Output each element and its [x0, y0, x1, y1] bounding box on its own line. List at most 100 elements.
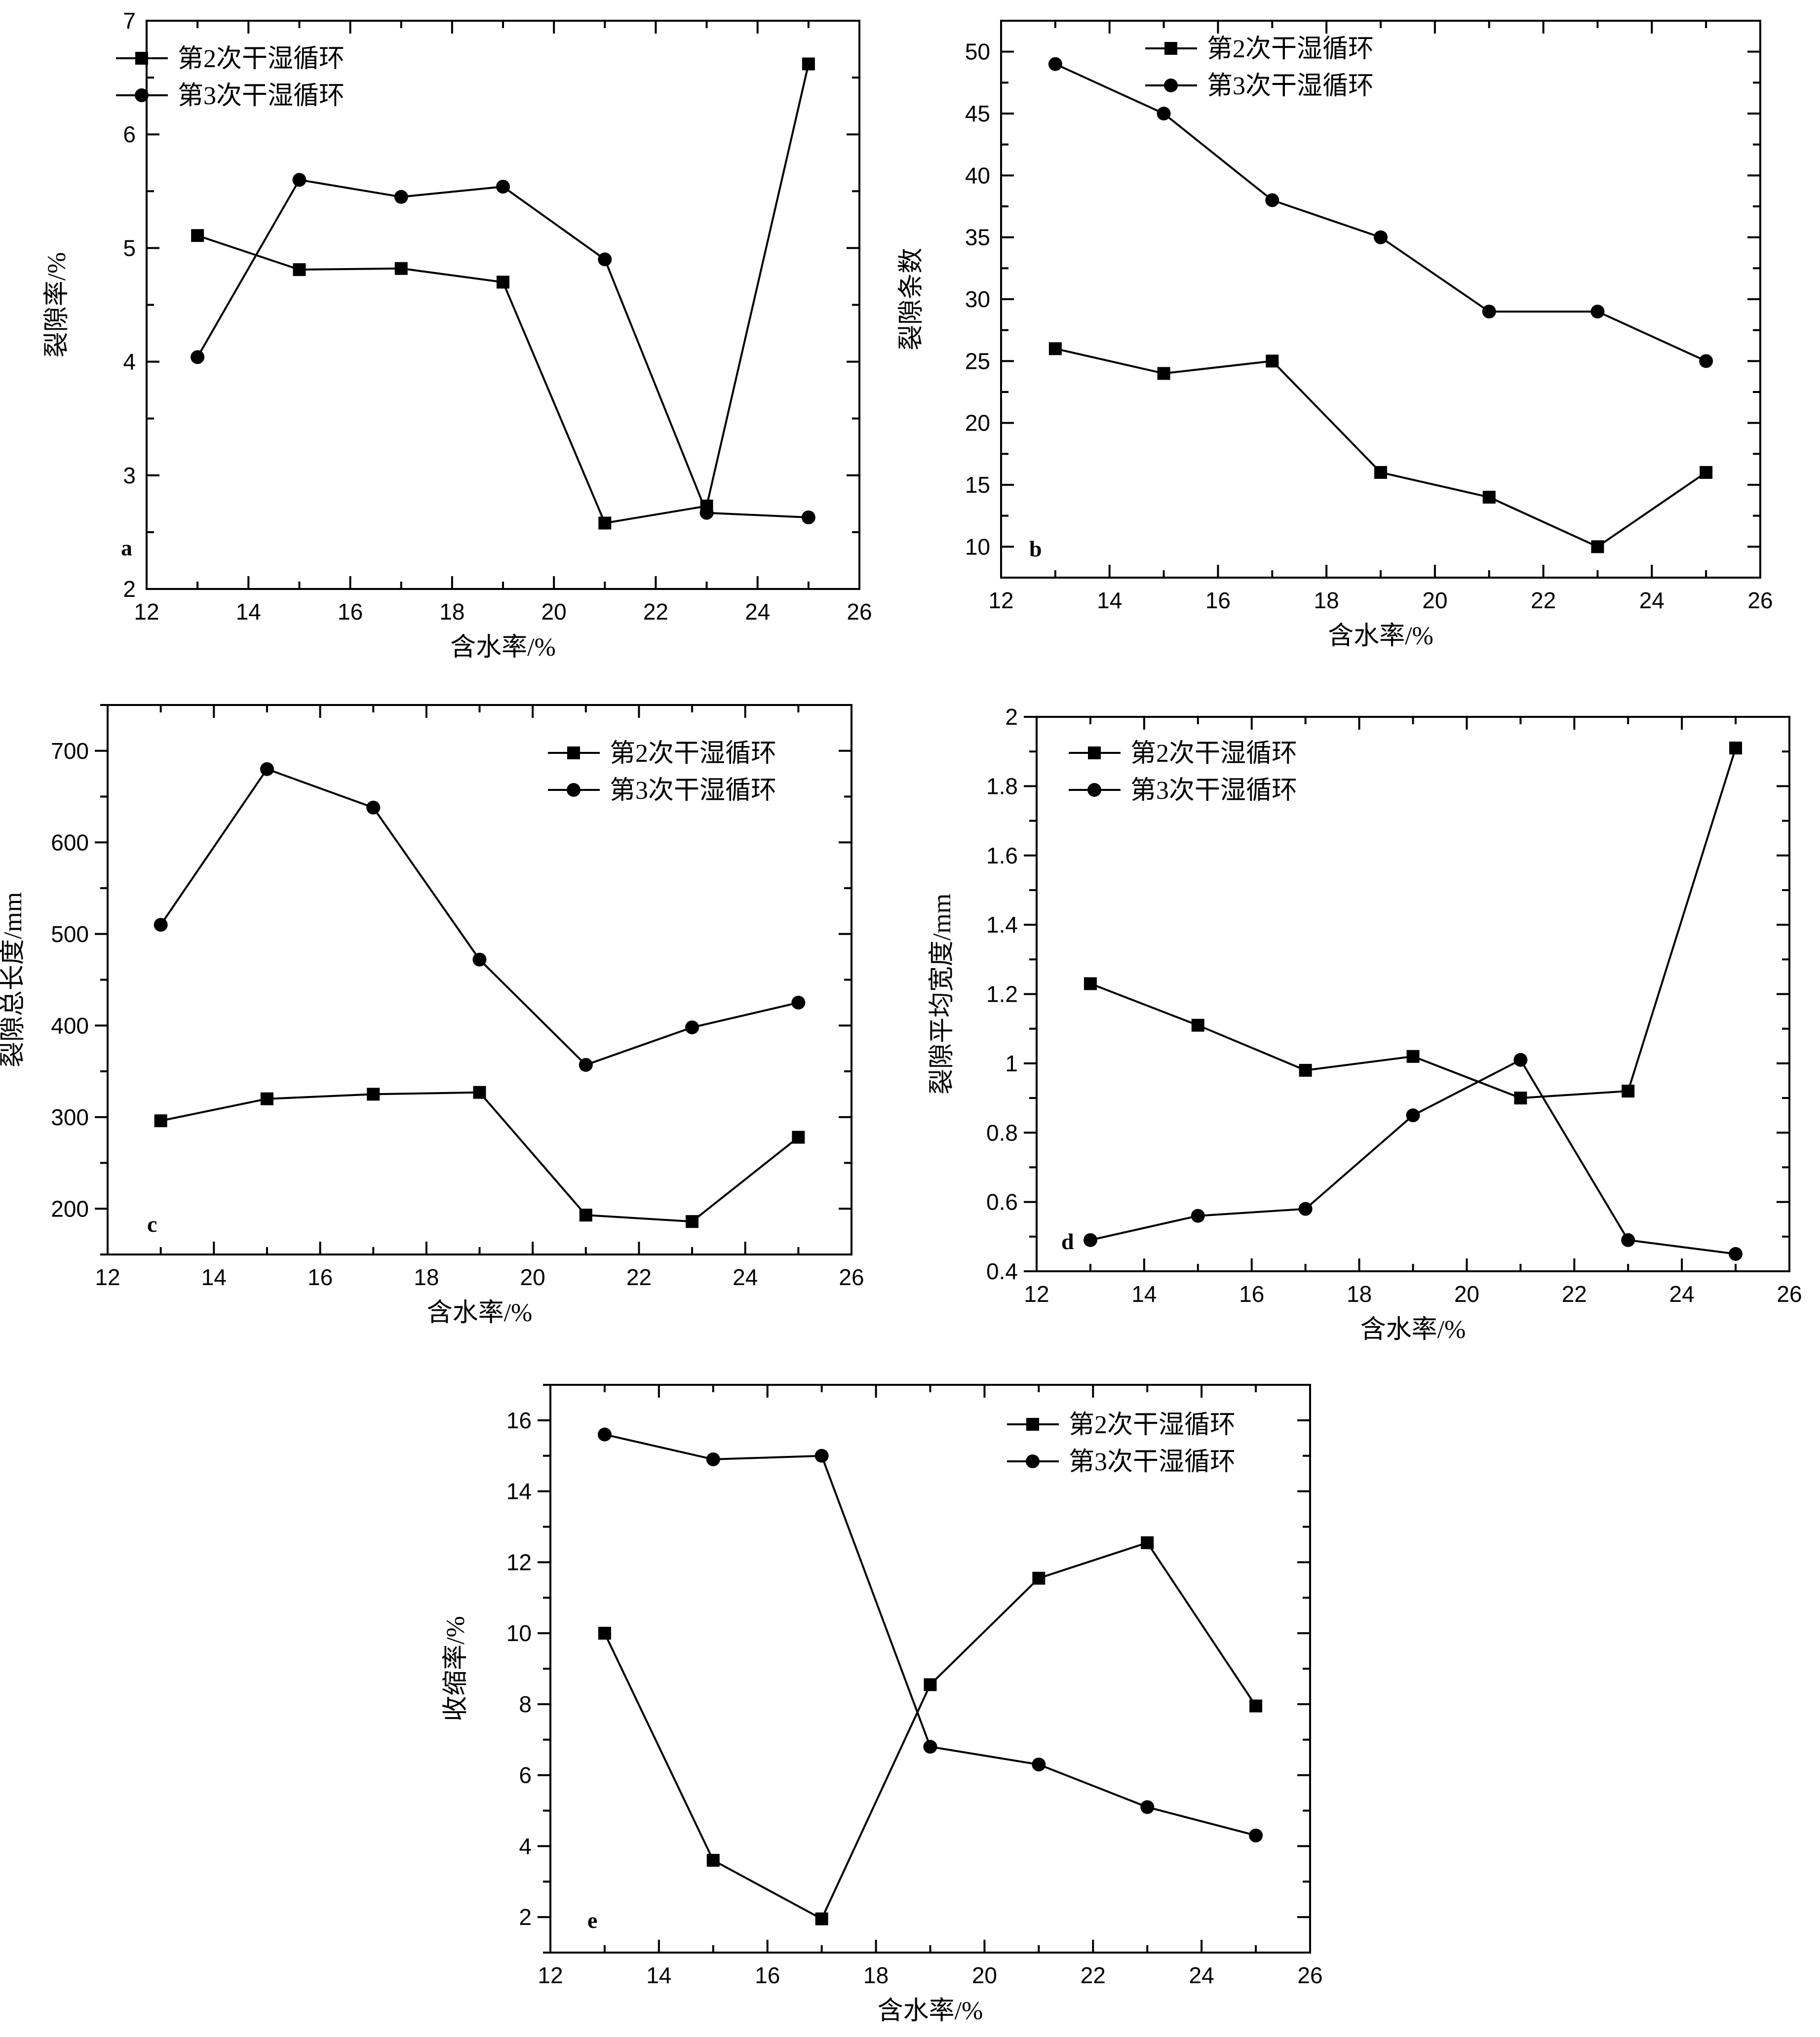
series-line-2	[1090, 1058, 1736, 1255]
data-point-circle	[1621, 1233, 1635, 1247]
y-tick-label: 4	[123, 349, 136, 375]
data-point-square	[497, 275, 509, 289]
x-tick-label: 22	[643, 599, 668, 625]
data-point-square	[1406, 1050, 1420, 1063]
y-tick-label: 400	[51, 1013, 89, 1038]
data-point-square	[1048, 342, 1062, 355]
y-tick-label: 500	[51, 921, 89, 947]
x-tick-label: 22	[626, 1264, 652, 1290]
x-tick-label: 20	[1422, 588, 1447, 613]
data-point-square	[1591, 540, 1604, 553]
data-point-circle	[1729, 1247, 1743, 1261]
data-point-circle	[598, 252, 612, 267]
x-tick-label: 14	[646, 1962, 671, 1988]
legend-label: 第2次干湿循环	[1069, 1411, 1236, 1439]
y-tick-label: 1.8	[986, 773, 1018, 799]
y-tick-label: 300	[51, 1104, 89, 1130]
x-tick-label: 16	[755, 1962, 780, 1988]
legend-label: 第3次干湿循环	[1130, 777, 1297, 805]
x-tick-label: 24	[745, 599, 770, 625]
data-point-circle	[699, 506, 714, 520]
x-tick-label: 16	[1239, 1281, 1264, 1307]
legend-label: 第3次干湿循环	[178, 82, 345, 110]
x-tick-label: 16	[308, 1264, 333, 1290]
data-point-circle	[1699, 354, 1713, 368]
data-point-circle	[791, 995, 806, 1010]
data-point-square	[1299, 1063, 1312, 1077]
x-tick-label: 26	[1297, 1962, 1322, 1988]
data-point-circle	[496, 180, 510, 194]
series-line-1	[160, 1091, 799, 1223]
data-point-square	[815, 1912, 828, 1925]
legend-label: 第2次干湿循环	[178, 45, 345, 73]
data-point-square	[1249, 1699, 1263, 1713]
chart-panel-b: 12 14 16 18 20 22 24 26 10 15 20 25 30 35 40 45 50 含水率/% 裂…	[897, 20, 1773, 650]
data-point-square	[191, 229, 204, 242]
x-tick-label: 26	[839, 1264, 864, 1290]
y-tick-label: 5	[123, 235, 136, 261]
data-point-square	[293, 263, 306, 276]
legend-marker-square	[135, 52, 148, 65]
data-point-square	[706, 1854, 720, 1867]
data-point-square	[154, 1114, 167, 1128]
y-tick-label: 15	[965, 472, 990, 498]
x-tick-label: 20	[542, 599, 567, 625]
data-point-circle	[1374, 230, 1388, 244]
data-point-circle	[366, 800, 381, 815]
x-tick-label: 26	[847, 599, 872, 625]
x-tick-label: 18	[1314, 588, 1339, 613]
data-point-circle	[685, 1020, 699, 1034]
legend-label: 第2次干湿循环	[610, 740, 776, 768]
data-point-circle	[1482, 305, 1496, 319]
y-tick-label: 6	[519, 1763, 532, 1788]
data-point-square	[686, 1215, 699, 1228]
data-point-circle	[1048, 57, 1062, 71]
x-tick-label: 22	[1081, 1962, 1106, 1988]
x-tick-label: 12	[1024, 1281, 1049, 1307]
data-point-square	[598, 1627, 611, 1640]
data-point-circle	[154, 918, 168, 932]
data-point-square	[1191, 1018, 1204, 1032]
y-tick-label: 35	[965, 225, 990, 250]
x-axis-title: 含水率/%	[1360, 1316, 1466, 1344]
x-tick-label: 16	[1205, 588, 1231, 613]
data-point-square	[1141, 1536, 1154, 1549]
data-point-square	[579, 1209, 592, 1222]
x-tick-label: 20	[972, 1962, 997, 1988]
data-point-circle	[1406, 1108, 1420, 1123]
chart-panel-c: 12 14 16 18 20 22 24 26 200 300 400 500 600 700 含水率/% 裂…	[0, 704, 864, 1327]
data-point-circle	[597, 1427, 612, 1442]
legend-marker-circle	[135, 88, 149, 102]
y-tick-label: 2	[519, 1904, 532, 1930]
data-point-square	[1622, 1085, 1635, 1098]
data-point-circle	[1513, 1053, 1528, 1067]
x-tick-label: 24	[1669, 1281, 1695, 1307]
data-point-circle	[1590, 305, 1605, 319]
y-tick-label: 30	[965, 286, 990, 312]
data-point-circle	[191, 350, 205, 364]
y-tick-label: 45	[965, 101, 990, 126]
data-point-circle	[1083, 1233, 1097, 1247]
x-tick-label: 14	[1131, 1281, 1157, 1307]
y-tick-label: 700	[51, 738, 89, 764]
data-point-square	[1482, 491, 1496, 504]
data-point-square	[367, 1088, 380, 1101]
data-point-square	[1514, 1092, 1527, 1105]
x-tick-label: 12	[988, 588, 1013, 613]
y-tick-label: 7	[123, 8, 136, 34]
x-tick-label: 20	[1454, 1281, 1479, 1307]
x-tick-label: 18	[1347, 1281, 1372, 1307]
x-tick-label: 12	[134, 599, 159, 625]
panel-letter: c	[147, 1212, 157, 1237]
data-point-circle	[579, 1058, 593, 1072]
series-line-1	[197, 64, 810, 524]
x-tick-label: 14	[1097, 588, 1122, 613]
x-tick-label: 24	[1639, 588, 1665, 613]
legend-marker-circle	[567, 783, 581, 797]
data-point-square	[802, 57, 815, 71]
y-tick-label: 4	[519, 1833, 532, 1859]
data-point-circle	[292, 173, 307, 187]
legend-marker-square	[1164, 42, 1177, 55]
legend-label: 第3次干湿循环	[610, 777, 776, 805]
